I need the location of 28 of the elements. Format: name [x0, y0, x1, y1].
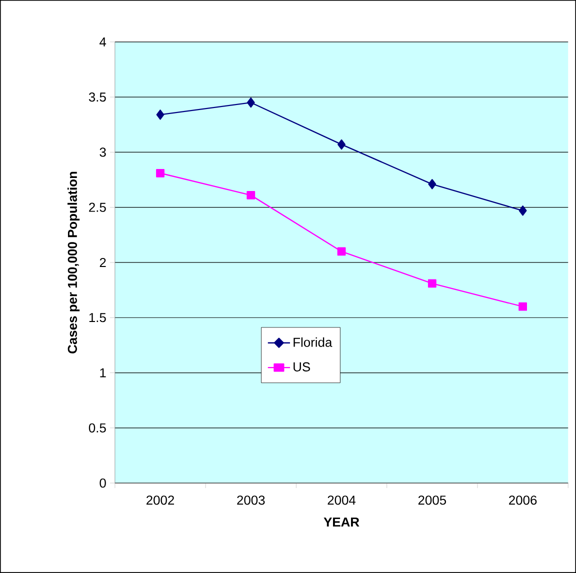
y-axis-title: Cases per 100,000 Population: [67, 172, 80, 354]
y-tick-label: 4: [100, 37, 106, 46]
point: [156, 110, 164, 120]
y-tick-label: 3: [100, 148, 106, 157]
x-axis-title: YEAR: [324, 518, 360, 527]
point: [246, 191, 256, 200]
point: [518, 206, 527, 216]
point: [338, 139, 346, 150]
y-tick-label: 1.5: [89, 313, 106, 322]
x-tick-label: 2004: [328, 496, 356, 505]
point: [337, 247, 346, 256]
y-tick-label: 2: [100, 258, 106, 267]
y-tick-label: 3.5: [88, 92, 106, 102]
point: [246, 97, 255, 108]
point: [156, 168, 164, 178]
y-tick-label: 1: [100, 368, 106, 378]
y-tick-label: 0.5: [88, 423, 106, 432]
x-tick-label: 2003: [237, 496, 265, 505]
y-tick-label: 0: [100, 478, 106, 488]
point: [428, 279, 436, 288]
y-tick-label: 2.5: [89, 202, 106, 212]
x-tick-label: 2002: [146, 496, 174, 505]
legend-label: US: [294, 362, 310, 372]
x-tick-label: 2005: [418, 496, 446, 505]
point: [428, 179, 436, 190]
x-tick-label: 2006: [509, 496, 537, 505]
legend-label: Florida: [294, 337, 332, 347]
point: [518, 302, 527, 311]
